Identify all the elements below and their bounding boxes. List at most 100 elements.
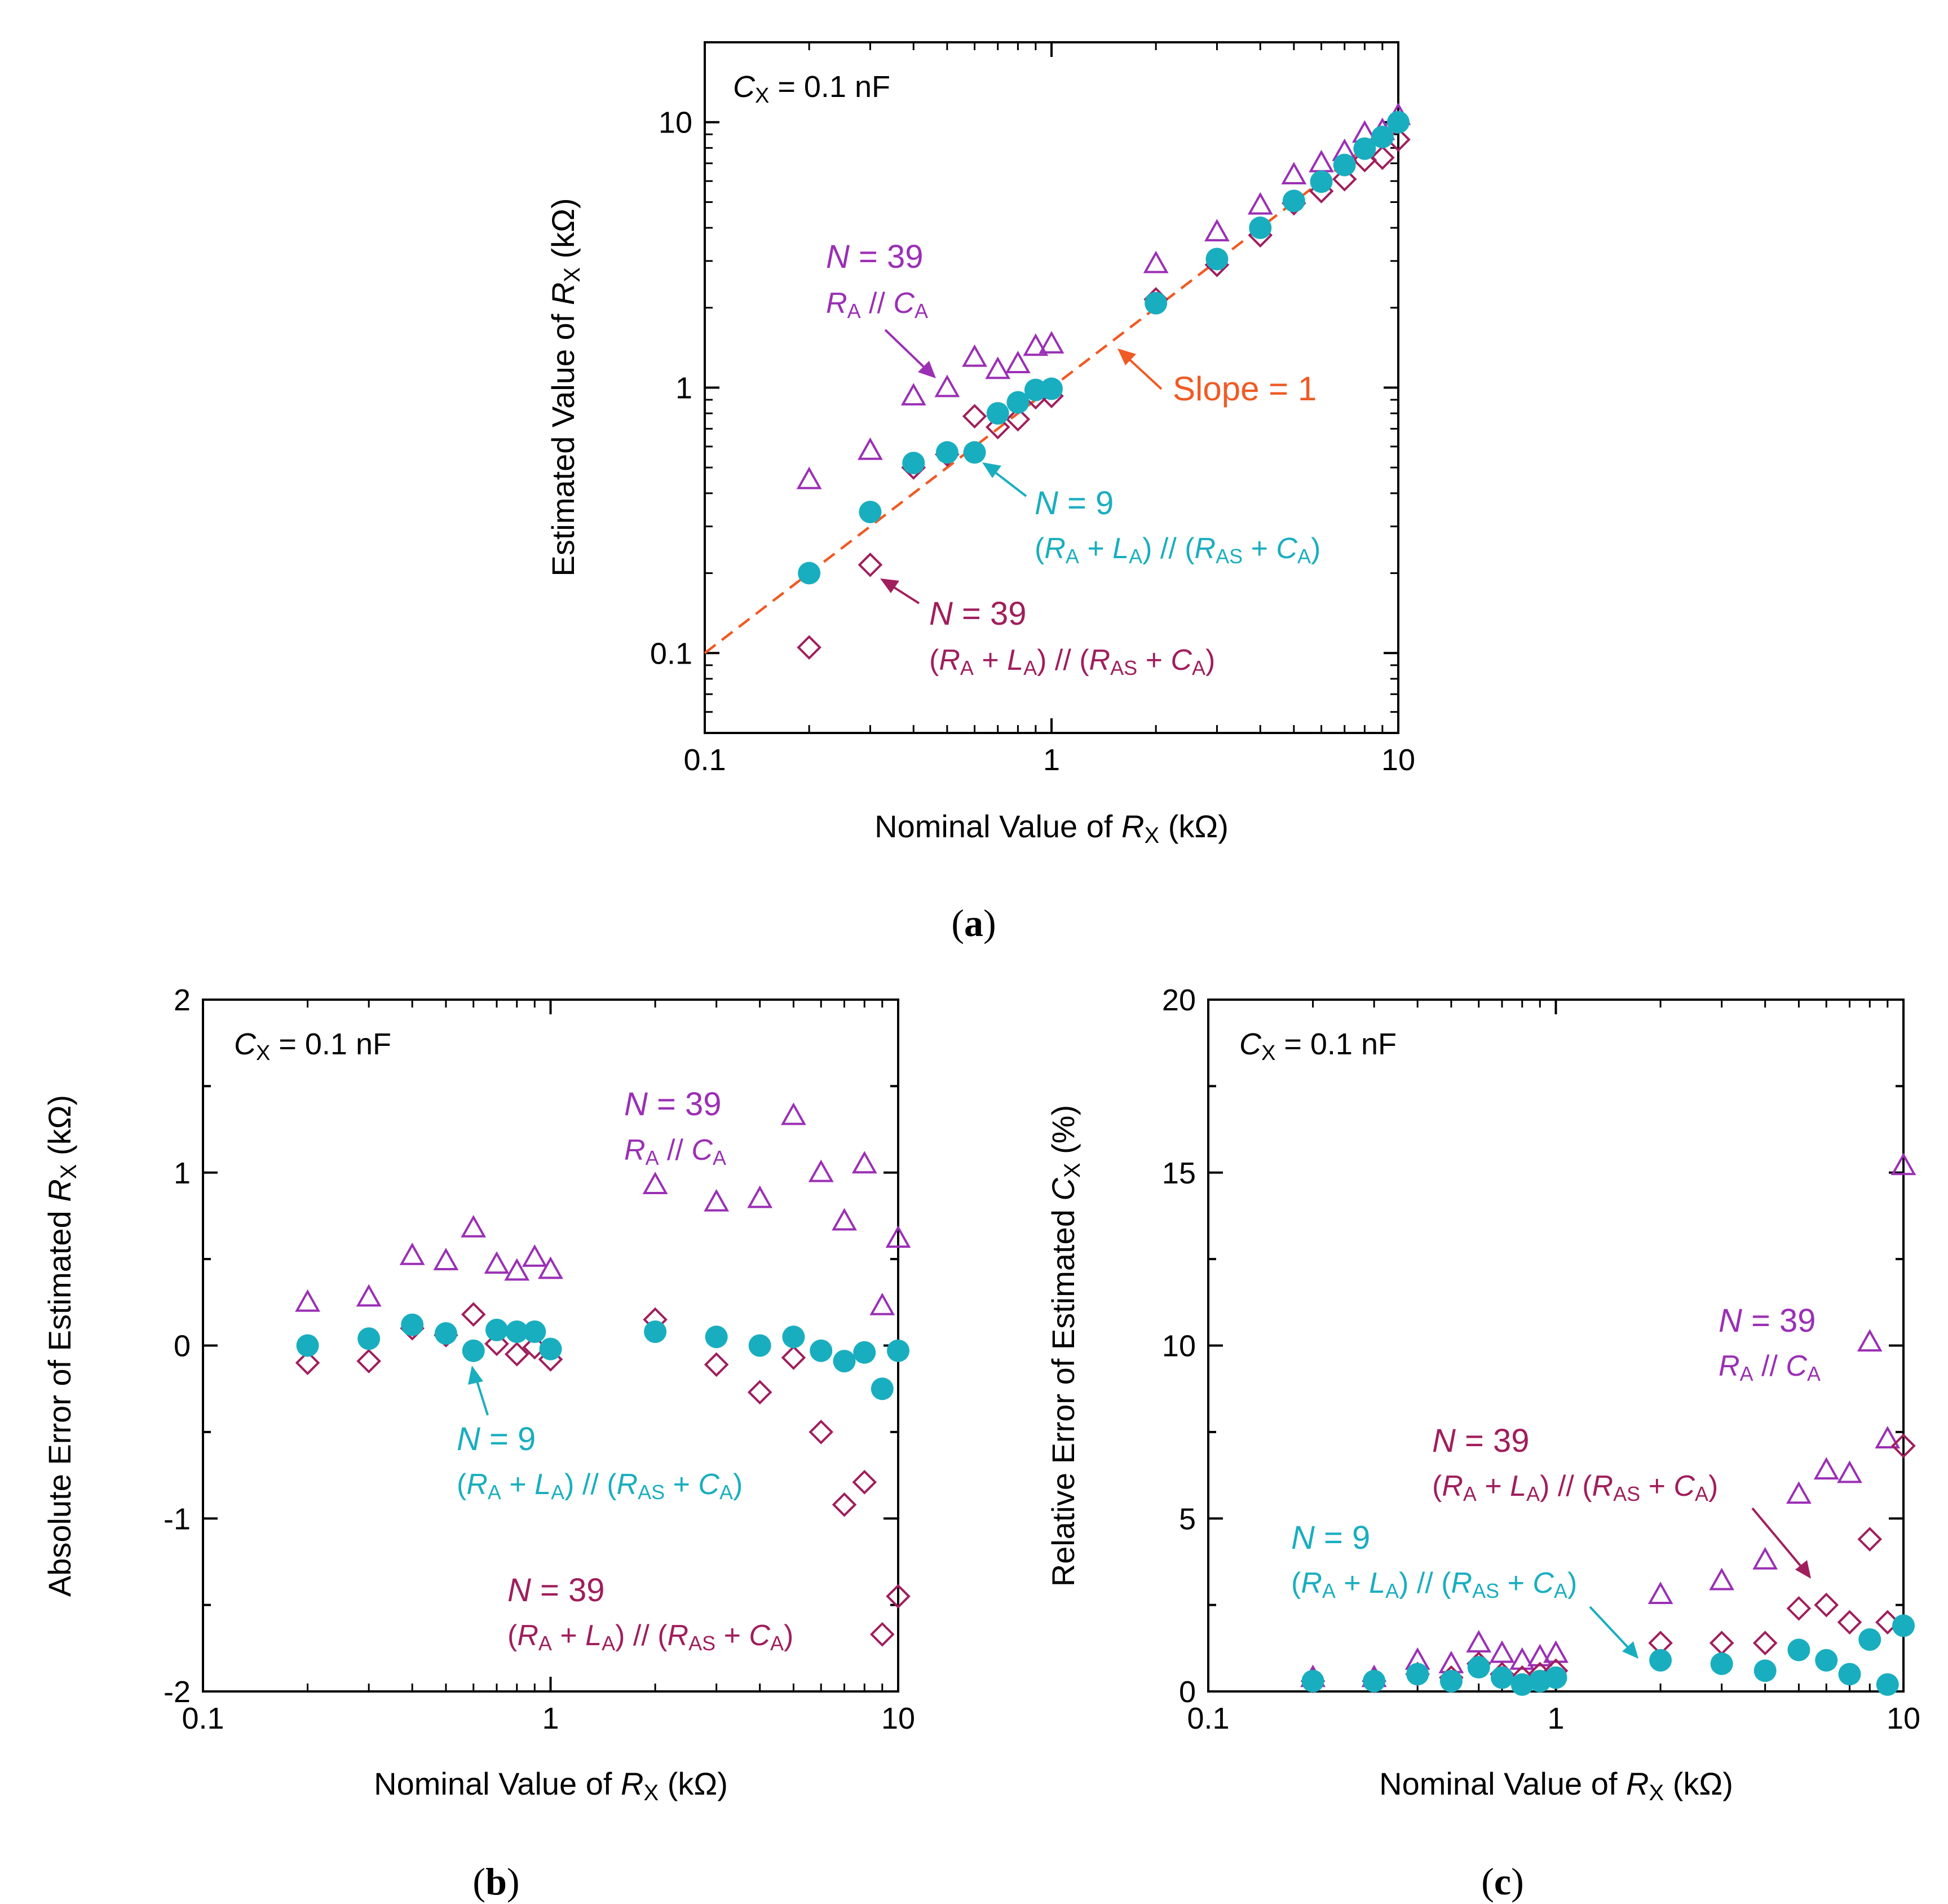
- caption-b: (b): [472, 1860, 519, 1903]
- annotation-ra-ca: N = 39 RA // CA: [1719, 1302, 1821, 1385]
- y-axis-label: Relative Error of Estimated CX (%): [1045, 1105, 1085, 1587]
- triangle-marker: [1890, 1152, 1916, 1176]
- y-tick-label: -1: [164, 1502, 191, 1536]
- diamond-marker: [886, 1584, 911, 1609]
- y-tick-label: 5: [1179, 1502, 1196, 1536]
- svg-text:N = 9: N = 9: [1035, 485, 1114, 522]
- circle-marker: [798, 562, 821, 585]
- caption-c: (c): [1481, 1860, 1524, 1903]
- triangle-marker: [1786, 1481, 1812, 1504]
- data-marks: [796, 102, 1411, 660]
- annotation-n39-series: N = 39 (RA + LA) // (RAS + CA): [880, 578, 1215, 679]
- circle-marker: [1310, 170, 1333, 193]
- circle-marker: [1333, 153, 1356, 176]
- triangle-marker: [934, 374, 960, 397]
- y-tick-label: 0.1: [650, 637, 692, 670]
- triangle-marker: [356, 1284, 382, 1307]
- circle-marker: [871, 1377, 894, 1401]
- diamond-marker: [809, 1420, 834, 1444]
- diamond-marker: [858, 552, 883, 577]
- x-tick-label: 0.1: [182, 1702, 224, 1735]
- diamond-marker: [1857, 1527, 1883, 1552]
- x-tick-label: 10: [881, 1702, 915, 1735]
- triangle-marker: [704, 1189, 730, 1212]
- diamond-marker: [852, 1470, 877, 1495]
- triangle-marker: [1039, 331, 1064, 354]
- x-tick-label: 10: [1381, 743, 1415, 777]
- annotation-ra-ca: N = 39 RA // CA: [826, 238, 936, 378]
- circle-marker: [1439, 1669, 1463, 1693]
- y-tick-label: 15: [1162, 1156, 1196, 1190]
- caption-a: (a): [951, 902, 996, 944]
- triangle-marker: [796, 466, 822, 489]
- y-tick-label: 1: [675, 372, 692, 405]
- triangle-marker: [1543, 1640, 1569, 1663]
- diamond-marker: [869, 1622, 895, 1647]
- diamond-marker: [1005, 407, 1031, 432]
- y-tick-label: 1: [174, 1156, 191, 1190]
- svg-text:N = 39: N = 39: [1719, 1302, 1816, 1339]
- circle-marker: [902, 452, 925, 475]
- y-tick-label: 20: [1162, 983, 1196, 1017]
- y-tick-label: 0: [174, 1329, 191, 1363]
- svg-text:(RA + LA) // (RAS + CA): (RA + LA) // (RAS + CA): [1035, 532, 1320, 568]
- diamond-marker: [1786, 1596, 1812, 1621]
- circle-marker: [963, 441, 986, 464]
- circle-marker: [1467, 1656, 1490, 1679]
- triangle-marker: [1509, 1647, 1535, 1670]
- annotation-n9: N = 9 (RA + LA) // (RAS + CA): [457, 1366, 743, 1504]
- svg-text:(RA + LA) // (RAS + CA): (RA + LA) // (RAS + CA): [507, 1619, 793, 1655]
- diamond-marker: [504, 1342, 529, 1367]
- triangle-marker: [747, 1185, 773, 1208]
- circle-marker: [887, 1339, 909, 1362]
- circle-marker: [523, 1320, 546, 1343]
- triangle-marker: [1752, 1547, 1778, 1570]
- svg-text:(RA + LA) // (RAS + CA): (RA + LA) // (RAS + CA): [929, 644, 1215, 679]
- circle-marker: [644, 1320, 667, 1343]
- triangle-marker: [1204, 219, 1230, 242]
- diamond-marker: [832, 1492, 857, 1517]
- annotation-slope: Slope = 1: [1117, 348, 1317, 408]
- circle-marker: [986, 402, 1009, 425]
- annotation-n39-series: N = 39 (RA + LA) // (RAS + CA): [1432, 1423, 1811, 1579]
- triangle-marker: [1309, 149, 1334, 173]
- chart-panel-a: 0.1 1 10 0.1 1 10 CX = 0.1 nF Nominal Value o…: [545, 41, 1415, 944]
- triangle-marker: [538, 1256, 563, 1279]
- triangle-marker: [522, 1244, 547, 1267]
- circle-marker: [859, 501, 882, 524]
- annotation-ra-ca: N = 39 RA // CA: [624, 1086, 726, 1169]
- y-axis-label: Absolute Error of Estimated RX (kΩ): [42, 1095, 81, 1597]
- circle-marker: [1544, 1666, 1567, 1689]
- triangle-marker: [1527, 1644, 1553, 1667]
- chart-panel-c: 0.1 1 10 20 15 10 5 0 CX = 0.1 nF Nominal Value…: [1045, 983, 1920, 1903]
- circle-marker: [1710, 1652, 1733, 1675]
- triangle-marker: [808, 1159, 834, 1182]
- diamond-marker: [985, 414, 1010, 440]
- svg-text:N = 39: N = 39: [624, 1086, 722, 1123]
- svg-text:(RA + LA) // (RAS + CA): (RA + LA) // (RAS + CA): [457, 1468, 743, 1504]
- x-tick-label: 1: [1043, 743, 1060, 777]
- y-tick-label: -2: [164, 1675, 191, 1709]
- triangle-marker: [399, 1242, 425, 1265]
- circle-marker: [833, 1350, 856, 1373]
- circle-marker: [1858, 1628, 1881, 1651]
- slope-label: Slope = 1: [1173, 370, 1317, 408]
- circle-marker: [935, 441, 958, 464]
- x-tick-label: 10: [1887, 1702, 1920, 1735]
- y-axis-label: Estimated Value of RX (kΩ): [545, 198, 585, 576]
- circle-marker: [705, 1326, 728, 1349]
- circle-marker: [1649, 1649, 1672, 1672]
- circle-marker: [1787, 1638, 1810, 1662]
- svg-text:(RA + LA) // (RAS + CA): (RA + LA) // (RAS + CA): [1291, 1567, 1577, 1602]
- circle-marker: [853, 1341, 876, 1364]
- svg-text:(RA + LA) // (RAS + CA): (RA + LA) // (RAS + CA): [1432, 1470, 1718, 1505]
- triangle-marker: [900, 383, 926, 406]
- y-tick-label: 2: [174, 983, 191, 1017]
- circle-marker: [1371, 125, 1394, 148]
- data-marks: [1300, 1152, 1916, 1696]
- svg-text:RA // CA: RA // CA: [826, 287, 928, 323]
- triangle-marker: [1281, 162, 1307, 185]
- axis-ticks: 0.1 1 10 0.1 1 10: [650, 41, 1415, 777]
- circle-marker: [1249, 217, 1272, 240]
